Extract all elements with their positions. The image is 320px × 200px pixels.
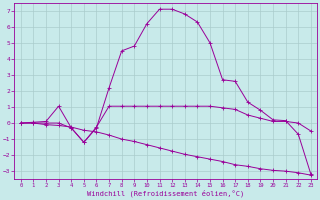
X-axis label: Windchill (Refroidissement éolien,°C): Windchill (Refroidissement éolien,°C) (87, 190, 244, 197)
